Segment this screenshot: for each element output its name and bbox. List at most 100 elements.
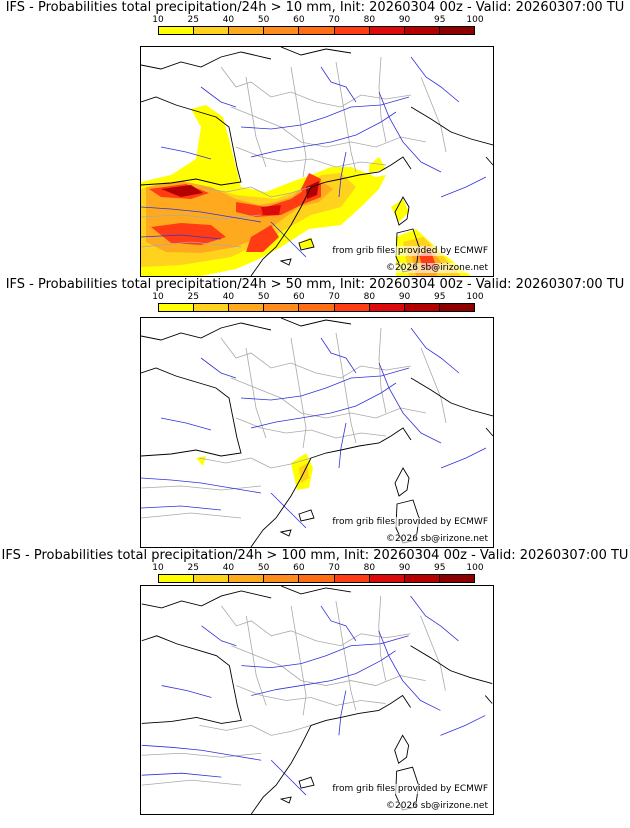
colorbar-tick-label: 60 xyxy=(293,15,305,25)
colorbar-swatch xyxy=(439,575,474,582)
colorbar-tick-label: 60 xyxy=(293,292,305,302)
colorbar-tick-labels: 10 25 40 50 60 70 80 90 95 100 xyxy=(152,292,483,302)
probability-shading xyxy=(196,453,313,490)
rivers xyxy=(141,327,487,529)
probability-map: from grib files provided by ECMWF ©2026 … xyxy=(140,317,494,548)
shade-70 xyxy=(151,223,226,245)
colorbar-tick-label: 100 xyxy=(466,292,484,302)
colorbar-swatch xyxy=(404,304,440,311)
shade-10 xyxy=(391,199,409,222)
colorbar-swatch xyxy=(159,304,195,311)
colorbar-tick-label: 25 xyxy=(187,292,199,302)
colorbar-swatch xyxy=(299,575,335,582)
colorbar-swatch xyxy=(299,304,335,311)
borders xyxy=(141,327,447,519)
precip-map-panel-10mm: IFS - Probabilities total precipitation/… xyxy=(0,0,630,277)
shade-70 xyxy=(236,183,321,217)
colorbar-swatch xyxy=(264,304,300,311)
precip-map-panel-50mm: IFS - Probabilities total precipitation/… xyxy=(0,277,630,548)
coastlines xyxy=(141,47,493,276)
map-canvas xyxy=(141,586,493,814)
colorbar-tick-label: 25 xyxy=(187,15,199,25)
rivers xyxy=(141,595,486,796)
colorbar xyxy=(158,303,475,312)
copyright-credit: ©2026 sb@irizone.net xyxy=(386,534,488,544)
copyright-credit: ©2026 sb@irizone.net xyxy=(386,801,488,811)
colorbar-tick-labels: 10 25 40 50 60 70 80 90 95 100 xyxy=(152,563,483,573)
colorbar-tick-label: 40 xyxy=(222,292,235,302)
colorbar-tick-label: 90 xyxy=(398,563,411,573)
coastlines xyxy=(141,586,493,814)
panel-title: IFS - Probabilities total precipitation/… xyxy=(5,0,625,15)
colorbar-tick-label: 70 xyxy=(328,292,340,302)
colorbar-swatch xyxy=(369,575,405,582)
colorbar-swatch xyxy=(404,27,440,34)
colorbar-tick-label: 70 xyxy=(328,563,340,573)
colorbar-tick-label: 25 xyxy=(187,563,199,573)
colorbar-swatch xyxy=(229,27,265,34)
colorbar-swatch xyxy=(229,575,265,582)
colorbar-tick-label: 80 xyxy=(363,563,376,573)
coastlines xyxy=(141,318,493,547)
colorbar-swatch xyxy=(439,304,474,311)
colorbar-tick-labels: 10 25 40 50 60 70 80 90 95 100 xyxy=(152,15,483,25)
colorbar-tick-label: 70 xyxy=(328,15,340,25)
colorbar-swatch xyxy=(334,304,370,311)
colorbar-tick-label: 10 xyxy=(152,292,164,302)
colorbar-tick-label: 10 xyxy=(152,15,164,25)
colorbar-tick-label: 95 xyxy=(434,563,446,573)
colorbar-tick-label: 60 xyxy=(293,563,305,573)
colorbar-swatch xyxy=(264,27,300,34)
colorbar-tick-label: 95 xyxy=(434,292,446,302)
colorbar-swatch xyxy=(159,27,195,34)
colorbar-swatch xyxy=(229,304,265,311)
borders xyxy=(141,56,447,248)
colorbar-swatch xyxy=(439,27,474,34)
colorbar-swatch xyxy=(194,304,230,311)
colorbar-swatch xyxy=(194,27,230,34)
colorbar-tick-label: 50 xyxy=(257,15,270,25)
precip-map-panel-100mm: IFS - Probabilities total precipitation/… xyxy=(0,548,630,818)
colorbar-swatch xyxy=(159,575,195,582)
shade-10 xyxy=(196,456,206,466)
colorbar xyxy=(158,574,475,583)
colorbar-tick-label: 100 xyxy=(466,563,484,573)
colorbar xyxy=(158,26,475,35)
panel-title: IFS - Probabilities total precipitation/… xyxy=(1,548,629,563)
colorbar-swatch xyxy=(369,27,405,34)
probability-shading xyxy=(141,105,471,276)
colorbar-swatch xyxy=(369,304,405,311)
colorbar-tick-label: 40 xyxy=(222,15,235,25)
data-source-credit: from grib files provided by ECMWF xyxy=(332,246,488,256)
shade-90 xyxy=(261,205,281,215)
shade-90 xyxy=(161,185,203,197)
colorbar-swatch xyxy=(334,575,370,582)
colorbar-tick-label: 80 xyxy=(363,15,376,25)
map-canvas xyxy=(141,47,493,276)
colorbar-tick-label: 80 xyxy=(363,292,376,302)
shade-10 xyxy=(299,237,313,249)
probability-map: from grib files provided by ECMWF ©2026 … xyxy=(140,46,494,277)
panel-title: IFS - Probabilities total precipitation/… xyxy=(5,277,625,292)
colorbar-tick-label: 50 xyxy=(257,563,270,573)
probability-map: from grib files provided by ECMWF ©2026 … xyxy=(140,585,494,815)
borders xyxy=(141,595,446,786)
colorbar-swatch xyxy=(299,27,335,34)
colorbar-swatch xyxy=(404,575,440,582)
map-canvas xyxy=(141,318,493,547)
colorbar-tick-label: 100 xyxy=(466,15,484,25)
shade-70 xyxy=(246,225,279,252)
colorbar-tick-label: 40 xyxy=(222,563,235,573)
copyright-credit: ©2026 sb@irizone.net xyxy=(386,263,488,273)
colorbar-tick-label: 95 xyxy=(434,15,446,25)
colorbar-tick-label: 90 xyxy=(398,15,411,25)
colorbar-tick-label: 90 xyxy=(398,292,411,302)
rivers xyxy=(141,56,487,258)
colorbar-swatch xyxy=(194,575,230,582)
shade-10 xyxy=(369,157,386,173)
colorbar-tick-label: 50 xyxy=(257,292,270,302)
colorbar-swatch xyxy=(334,27,370,34)
data-source-credit: from grib files provided by ECMWF xyxy=(332,517,488,527)
colorbar-tick-label: 10 xyxy=(152,563,164,573)
data-source-credit: from grib files provided by ECMWF xyxy=(332,784,488,794)
